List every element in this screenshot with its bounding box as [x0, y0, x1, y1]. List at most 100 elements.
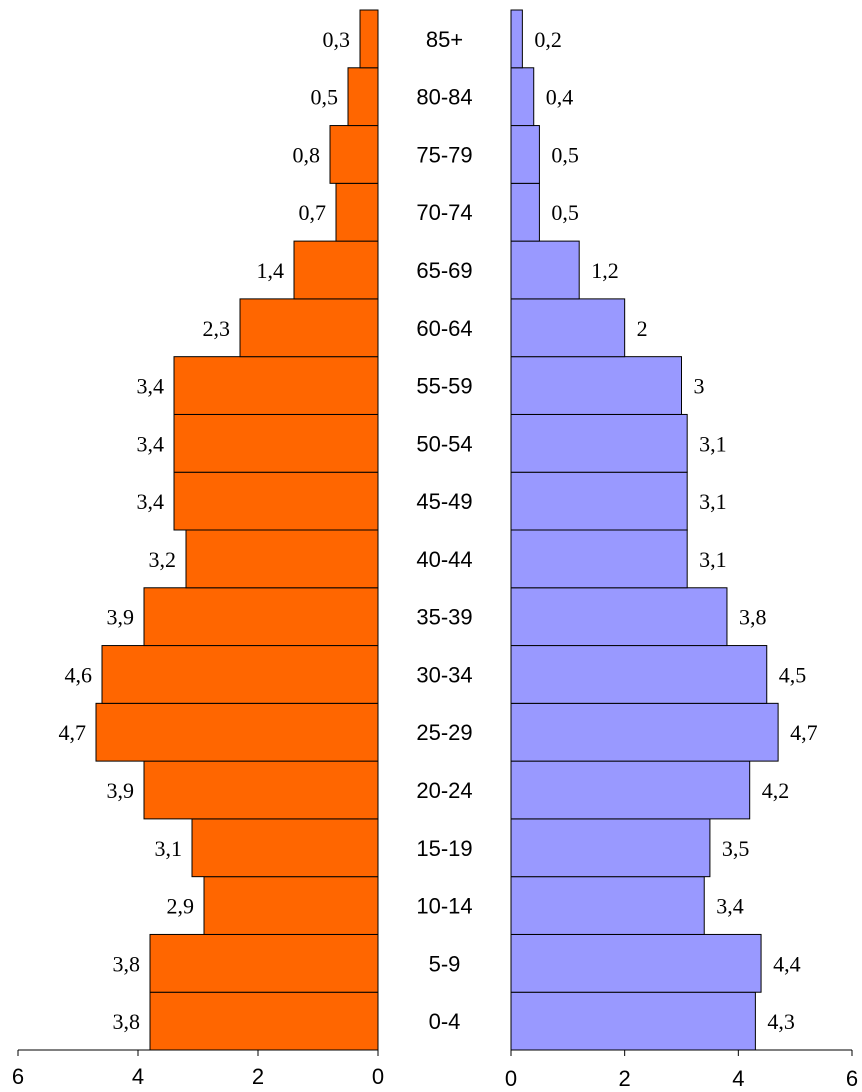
age-group-label: 15-19 [416, 836, 472, 861]
left-bar-45-49 [173, 471, 379, 531]
left-value-label: 0,7 [299, 200, 327, 225]
left-value-label: 3,8 [113, 1009, 141, 1034]
age-group-label: 5-9 [429, 951, 461, 976]
right-bar-60-64 [510, 298, 626, 358]
right-value-label: 3,5 [722, 836, 750, 861]
age-group-label: 60-64 [416, 316, 472, 341]
right-axis-tick-label: 2 [619, 1066, 631, 1091]
left-bars-group [95, 9, 379, 1051]
right-bar-40-44 [510, 529, 688, 589]
age-group-labels: 0-4 5-9 10-14 15-19 20-24 25-29 30-34 35-39 40-4… [416, 27, 472, 1034]
left-bar-25-29 [95, 702, 379, 762]
right-value-label: 4,4 [773, 951, 801, 976]
right-bar-75-79 [510, 125, 540, 184]
right-value-label: 4,3 [767, 1009, 795, 1034]
right-bar-55-59 [510, 356, 682, 415]
right-bar-70-74 [510, 182, 540, 242]
right-value-label: 0,5 [551, 200, 579, 225]
right-bar-80-84 [510, 67, 535, 127]
age-group-label: 20-24 [416, 778, 472, 803]
right-bar-15-19 [510, 818, 711, 878]
age-group-label: 65-69 [416, 258, 472, 283]
right-bar-30-34 [510, 645, 768, 704]
left-bar-85+ [359, 9, 379, 69]
right-value-label: 4,7 [790, 720, 818, 745]
left-bar-80-84 [347, 67, 379, 127]
right-value-label: 3,4 [716, 894, 744, 919]
left-value-label: 0,5 [311, 85, 339, 110]
right-bar-0-4 [510, 991, 756, 1051]
left-value-label: 3,4 [137, 431, 165, 456]
right-value-label: 1,2 [591, 258, 619, 283]
left-bar-35-39 [143, 587, 379, 647]
left-value-label: 3,4 [137, 374, 165, 399]
left-bar-55-59 [173, 356, 379, 415]
right-bar-5-9 [510, 933, 762, 993]
right-bar-65-69 [510, 240, 580, 300]
age-group-label: 70-74 [416, 200, 472, 225]
left-bar-50-54 [173, 413, 379, 473]
age-group-label: 80-84 [416, 85, 472, 110]
age-group-label: 40-44 [416, 547, 472, 572]
right-bar-25-29 [510, 702, 779, 762]
right-value-label: 4,2 [762, 778, 790, 803]
right-value-label: 3,1 [699, 547, 727, 572]
age-group-label: 85+ [426, 27, 463, 52]
left-value-label: 3,9 [107, 605, 135, 630]
right-axis-tick-label: 4 [732, 1066, 744, 1091]
right-bar-45-49 [510, 471, 688, 531]
left-bar-5-9 [149, 933, 379, 993]
left-value-label: 0,3 [323, 27, 351, 52]
left-bar-20-24 [143, 760, 379, 820]
right-axis-tick-label: 0 [505, 1066, 517, 1091]
age-group-label: 0-4 [429, 1009, 461, 1034]
right-value-label: 0,2 [534, 27, 562, 52]
left-axis-tick-label: 0 [372, 1064, 384, 1089]
left-axis-tick-label: 2 [252, 1064, 264, 1089]
left-bar-65-69 [293, 240, 379, 300]
left-bar-15-19 [191, 818, 379, 878]
right-value-label: 2 [637, 316, 648, 341]
left-value-label: 3,2 [149, 547, 177, 572]
age-group-label: 50-54 [416, 431, 472, 456]
left-value-label: 4,6 [65, 662, 93, 687]
age-group-label: 45-49 [416, 489, 472, 514]
right-bar-85+ [510, 9, 523, 69]
left-value-label: 3,9 [107, 778, 135, 803]
left-value-labels: 3,8 3,8 2,9 3,1 3,9 4,7 4,6 3,9 3,2 3,4 3,4 3,4 2,3 1… [59, 27, 351, 1034]
left-value-label: 3,4 [137, 489, 165, 514]
age-group-label: 30-34 [416, 662, 472, 687]
right-bar-35-39 [510, 587, 728, 647]
right-value-label: 4,5 [779, 662, 807, 687]
left-value-label: 1,4 [257, 258, 285, 283]
left-axis-tick-label: 4 [132, 1064, 144, 1089]
left-bar-70-74 [335, 182, 379, 242]
left-value-label: 3,1 [155, 836, 183, 861]
age-group-label: 55-59 [416, 374, 472, 399]
right-bar-10-14 [510, 876, 705, 935]
right-x-axis: 0 2 4 6 [505, 1049, 858, 1091]
right-value-labels: 4,3 4,4 3,4 3,5 4,2 4,7 4,5 3,8 3,1 3,1 3,1 3 2 1,2 0,… [534, 27, 817, 1034]
left-bar-60-64 [239, 298, 379, 358]
left-value-label: 2,3 [203, 316, 231, 341]
left-value-label: 0,8 [293, 142, 321, 167]
age-group-label: 25-29 [416, 720, 472, 745]
left-axis-tick-label: 6 [12, 1064, 24, 1089]
right-axis-tick-label: 6 [846, 1066, 858, 1091]
right-bar-20-24 [510, 760, 751, 820]
right-value-label: 3,8 [739, 605, 767, 630]
right-bar-50-54 [510, 413, 688, 473]
right-value-label: 3,1 [699, 431, 727, 456]
right-bars-group [510, 9, 779, 1051]
right-value-label: 0,4 [546, 85, 574, 110]
left-bar-40-44 [185, 529, 379, 589]
left-bar-0-4 [149, 991, 379, 1051]
right-value-label: 3,1 [699, 489, 727, 514]
left-bar-30-34 [101, 645, 379, 704]
age-group-label: 35-39 [416, 605, 472, 630]
left-value-label: 2,9 [167, 894, 195, 919]
age-group-label: 10-14 [416, 894, 472, 919]
age-group-label: 75-79 [416, 142, 472, 167]
right-value-label: 3 [694, 374, 705, 399]
